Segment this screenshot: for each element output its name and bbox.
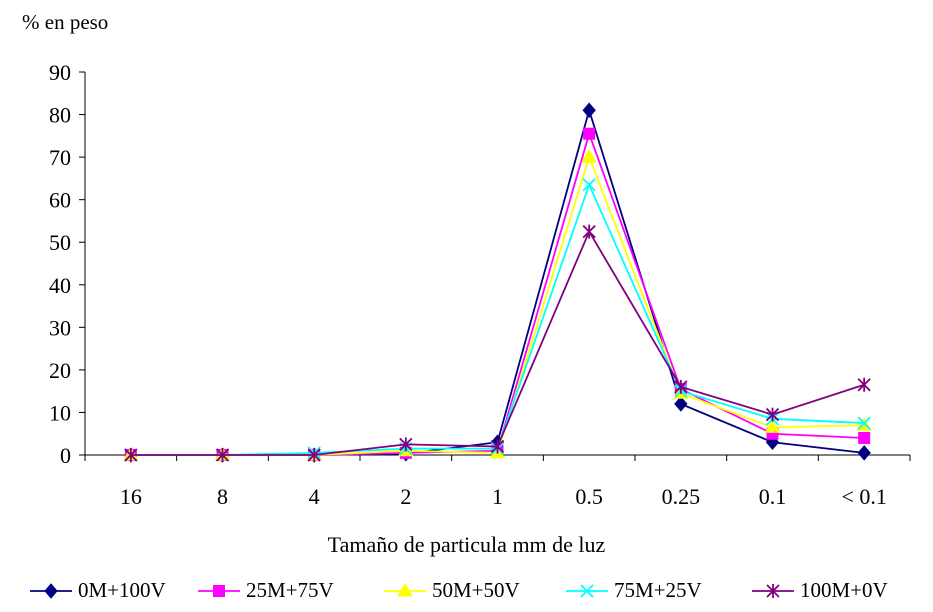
series-line	[130, 154, 865, 456]
legend-item: 100M+0V	[750, 578, 888, 603]
data-point	[582, 102, 596, 119]
x-tick-label: 8	[217, 484, 228, 509]
legend-label: 25M+75V	[246, 578, 334, 602]
series-line	[130, 107, 865, 456]
x-axis-title: Tamaño de particula mm de luz	[327, 532, 606, 557]
data-point	[764, 419, 781, 433]
series-line	[130, 182, 865, 456]
legend-marker	[766, 583, 780, 598]
y-tick-label: 40	[49, 273, 71, 298]
legend-marker	[44, 582, 58, 599]
data-point	[307, 448, 321, 462]
y-tick-label: 10	[49, 400, 71, 425]
legend-marker	[213, 584, 225, 597]
legend-item: 75M+25V	[564, 578, 702, 603]
y-tick-label: 70	[49, 145, 71, 170]
data-point	[674, 379, 688, 394]
y-tick-label: 30	[49, 315, 71, 340]
data-point	[490, 439, 505, 454]
axes: 0 10 20 30 40 50 60 70 80 90 16 8 4 2 1 0.5 0.25 0.1 < 0.1	[49, 60, 911, 509]
legend-swatch-icon	[384, 582, 426, 596]
legend-item: 25M+75V	[196, 578, 334, 603]
legend-swatch-icon	[566, 583, 608, 598]
y-tick-label: 0	[60, 443, 71, 468]
legend-swatch-icon	[198, 584, 240, 597]
x-tick-label: 1	[492, 484, 503, 509]
data-point	[765, 407, 780, 422]
legend-item: 0M+100V	[28, 578, 166, 603]
x-tick-label: < 0.1	[841, 484, 886, 509]
legend-marker	[580, 583, 594, 598]
data-point	[858, 431, 871, 444]
x-tick-label: 0.5	[575, 484, 603, 509]
data-point	[857, 416, 871, 430]
legend-swatch-icon	[30, 582, 72, 599]
data-point	[582, 178, 596, 192]
legend-label: 75M+25V	[614, 578, 702, 602]
data-point	[215, 448, 230, 462]
y-tick-label: 80	[49, 103, 71, 128]
legend: 0M+100V 25M+75V 50M+50V 75M+25V 100M+0V	[0, 578, 933, 606]
data-point	[582, 224, 596, 239]
series-100M+0V	[124, 224, 871, 462]
legend-label: 50M+50V	[432, 578, 520, 602]
data-point	[857, 377, 871, 392]
x-tick-label: 0.1	[759, 484, 787, 509]
y-axis-title: % en peso	[22, 10, 109, 34]
series-50M+50V	[122, 149, 873, 461]
data-point	[399, 437, 413, 452]
legend-marker	[397, 582, 413, 596]
x-tick-label: 2	[400, 484, 411, 509]
y-tick-label: 50	[49, 230, 71, 255]
legend-item: 50M+50V	[382, 578, 520, 603]
x-tick-label: 16	[120, 484, 142, 509]
data-point	[124, 448, 138, 462]
series-layer	[122, 102, 873, 463]
data-point	[581, 149, 598, 163]
legend-label: 100M+0V	[800, 578, 888, 602]
x-tick-label: 0.25	[662, 484, 701, 509]
y-tick-label: 90	[49, 60, 71, 85]
series-75M+25V	[124, 178, 871, 462]
y-tick-label: 20	[49, 358, 71, 383]
data-point	[674, 396, 688, 412]
legend-label: 0M+100V	[78, 578, 166, 602]
series-0M+100V	[124, 102, 871, 463]
y-tick-label: 60	[49, 188, 71, 213]
legend-swatch-icon	[752, 583, 794, 598]
x-tick-label: 4	[309, 484, 320, 509]
data-point	[583, 127, 596, 140]
series-line	[130, 130, 865, 456]
data-point	[857, 445, 871, 461]
